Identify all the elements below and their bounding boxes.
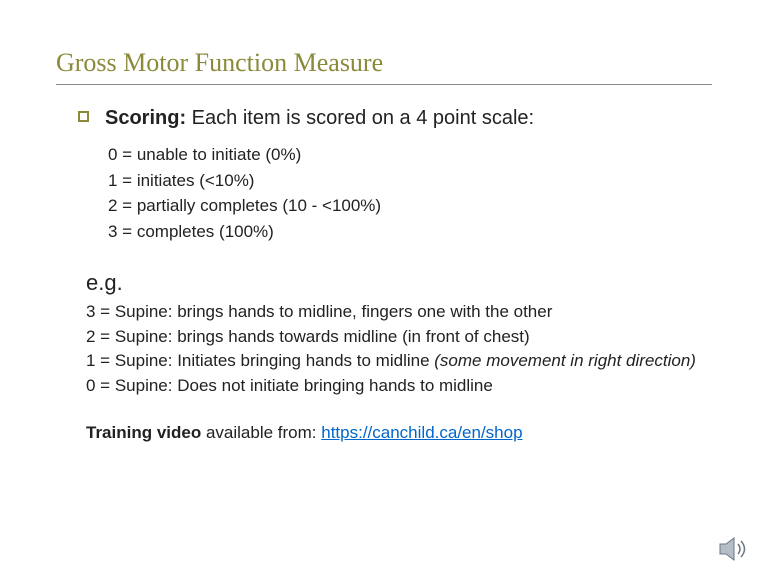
- slide-title: Gross Motor Function Measure: [56, 48, 712, 78]
- footer-line: Training video available from: https://c…: [86, 423, 712, 443]
- scoring-label: Scoring:: [105, 107, 186, 129]
- scale-item: 1 = initiates (<10%): [108, 168, 712, 194]
- footer-rest: available from:: [201, 423, 321, 442]
- scale-item: 2 = partially completes (10 - <100%): [108, 193, 712, 219]
- slide-content: Gross Motor Function Measure Scoring: Ea…: [0, 0, 768, 443]
- example-block: e.g. 3 = Supine: brings hands to midline…: [86, 270, 712, 443]
- main-bullet-text: Scoring: Each item is scored on a 4 poin…: [105, 105, 534, 132]
- title-rule: [56, 84, 712, 85]
- example-item: 2 = Supine: brings hands towards midline…: [86, 325, 712, 350]
- example-item: 3 = Supine: brings hands to midline, fin…: [86, 300, 712, 325]
- speaker-icon: [718, 536, 750, 562]
- example-heading: e.g.: [86, 270, 712, 296]
- example-item: 0 = Supine: Does not initiate bringing h…: [86, 374, 712, 399]
- footer-bold: Training video: [86, 423, 201, 442]
- training-video-link[interactable]: https://canchild.ca/en/shop: [321, 423, 522, 442]
- scale-item: 3 = completes (100%): [108, 219, 712, 245]
- example-item-italic: (some movement in right direction): [434, 351, 696, 370]
- square-bullet-icon: [78, 111, 89, 122]
- scoring-rest: Each item is scored on a 4 point scale:: [186, 107, 534, 129]
- example-item: 1 = Supine: Initiates bringing hands to …: [86, 349, 712, 374]
- scale-list: 0 = unable to initiate (0%) 1 = initiate…: [108, 142, 712, 244]
- scale-item: 0 = unable to initiate (0%): [108, 142, 712, 168]
- main-bullet-row: Scoring: Each item is scored on a 4 poin…: [78, 105, 712, 132]
